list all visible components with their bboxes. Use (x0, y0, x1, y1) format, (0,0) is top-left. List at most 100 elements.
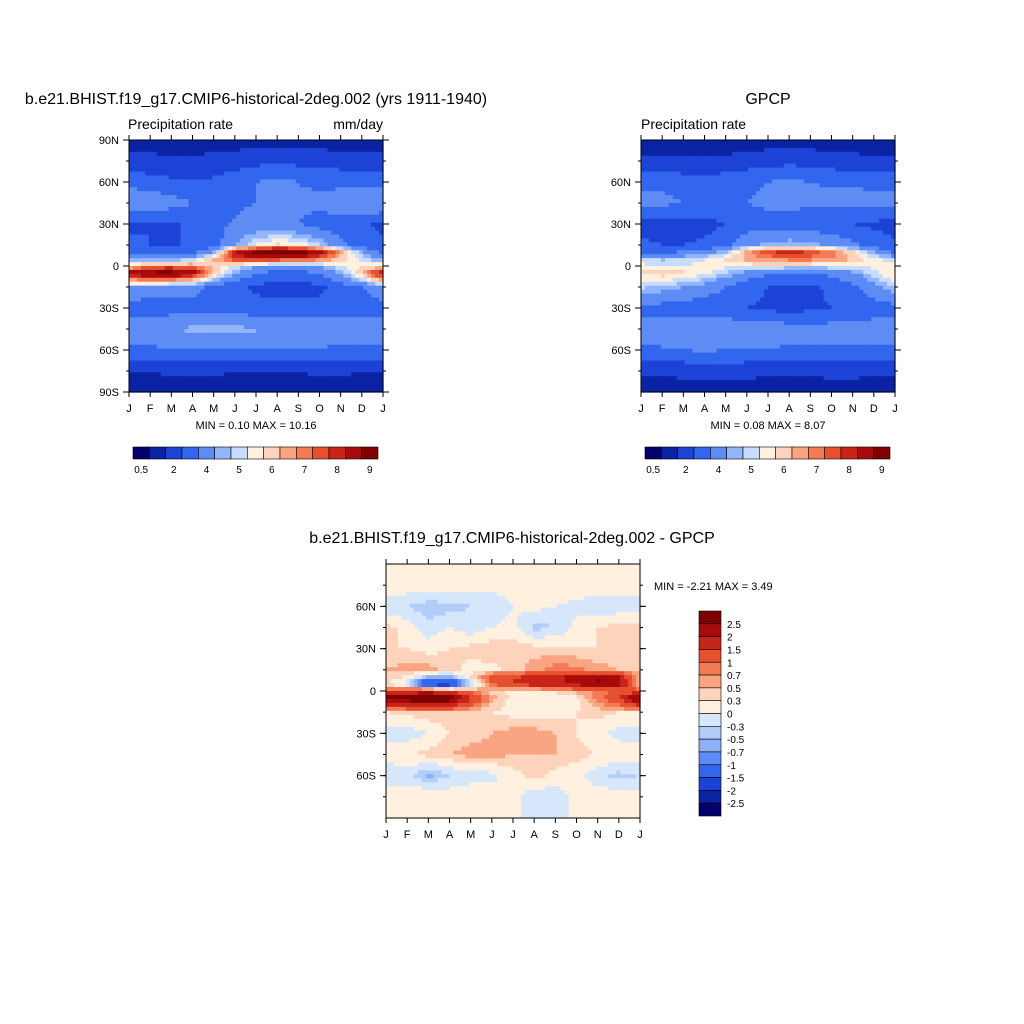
field-cell (355, 254, 360, 259)
field-cell (188, 163, 194, 169)
field-cell (271, 151, 277, 157)
field-cell (252, 376, 257, 381)
field-cell (129, 376, 134, 381)
field-cell (129, 364, 134, 369)
field-cell (144, 376, 150, 381)
field-cell (303, 384, 309, 389)
field-cell (367, 250, 372, 255)
field-cell (708, 151, 714, 157)
field-cell (756, 183, 761, 188)
field-cell (184, 332, 190, 338)
field-cell (323, 222, 329, 228)
field-cell (156, 329, 162, 334)
field-cell (367, 281, 372, 287)
field-cell (184, 167, 190, 173)
field-cell (347, 226, 352, 232)
field-cell (867, 159, 872, 165)
field-cell (359, 254, 364, 259)
field-cell (129, 179, 134, 184)
field-cell (204, 203, 209, 208)
field-cell (688, 140, 694, 145)
field-cell (811, 143, 817, 149)
field-cell (299, 336, 305, 342)
field-cell (748, 175, 753, 180)
field-cell (287, 305, 293, 310)
field-cell (208, 214, 213, 220)
field-cell (232, 340, 237, 346)
field-cell (148, 250, 154, 255)
field-cell (331, 218, 336, 224)
field-cell (200, 376, 206, 381)
field-cell (696, 167, 702, 173)
field-cell (379, 191, 384, 196)
field-cell (263, 356, 269, 362)
field-cell (168, 250, 174, 255)
field-cell (351, 226, 356, 232)
field-cell (168, 234, 174, 240)
field-cell (359, 262, 364, 267)
field-cell (228, 206, 233, 212)
field-cell (168, 175, 174, 180)
field-cell (307, 269, 313, 275)
field-cell (140, 250, 146, 255)
field-cell (263, 143, 269, 149)
field-cell (644, 175, 650, 180)
field-cell (244, 167, 249, 173)
field-cell (307, 293, 313, 299)
field-cell (323, 313, 329, 318)
field-cell (252, 179, 257, 184)
field-cell (196, 250, 202, 255)
field-cell (220, 234, 225, 240)
field-cell (228, 246, 233, 251)
field-cell (200, 352, 206, 358)
field-cell (375, 364, 380, 369)
field-cell (212, 155, 217, 161)
field-cell (256, 368, 261, 373)
field-cell (279, 262, 285, 267)
field-cell (244, 195, 249, 200)
field-cell (803, 143, 809, 149)
field-cell (355, 195, 360, 200)
field-cell (891, 183, 896, 188)
field-cell (375, 301, 380, 306)
field-cell (176, 285, 182, 291)
field-cell (343, 360, 348, 366)
field-cell (168, 297, 174, 303)
field-cell (168, 214, 174, 220)
field-cell (696, 163, 702, 169)
field-cell (176, 210, 182, 216)
field-cell (200, 226, 206, 232)
field-cell (267, 151, 273, 157)
field-cell (216, 159, 221, 165)
field-cell (140, 293, 146, 299)
field-cell (152, 305, 158, 310)
field-cell (327, 230, 333, 236)
field-cell (291, 356, 297, 362)
field-cell (136, 364, 142, 369)
field-cell (351, 388, 356, 393)
field-cell (656, 179, 662, 184)
field-cell (355, 384, 360, 389)
field-cell (267, 191, 273, 196)
field-cell (216, 309, 221, 314)
field-cell (684, 175, 690, 180)
field-cell (271, 360, 277, 366)
field-cell (367, 336, 372, 342)
field-cell (335, 380, 340, 385)
field-cell (248, 187, 253, 192)
field-cell (367, 360, 372, 366)
field-cell (771, 159, 777, 165)
field-cell (363, 250, 368, 255)
field-cell (256, 163, 261, 169)
field-cell (363, 348, 368, 354)
field-cell (875, 171, 880, 177)
field-cell (855, 163, 860, 169)
field-cell (291, 348, 297, 354)
field-cell (351, 250, 356, 255)
field-cell (375, 258, 380, 263)
field-cell (180, 238, 186, 243)
field-cell (252, 234, 257, 240)
field-cell (295, 203, 301, 208)
field-cell (327, 206, 333, 212)
field-cell (275, 313, 281, 318)
